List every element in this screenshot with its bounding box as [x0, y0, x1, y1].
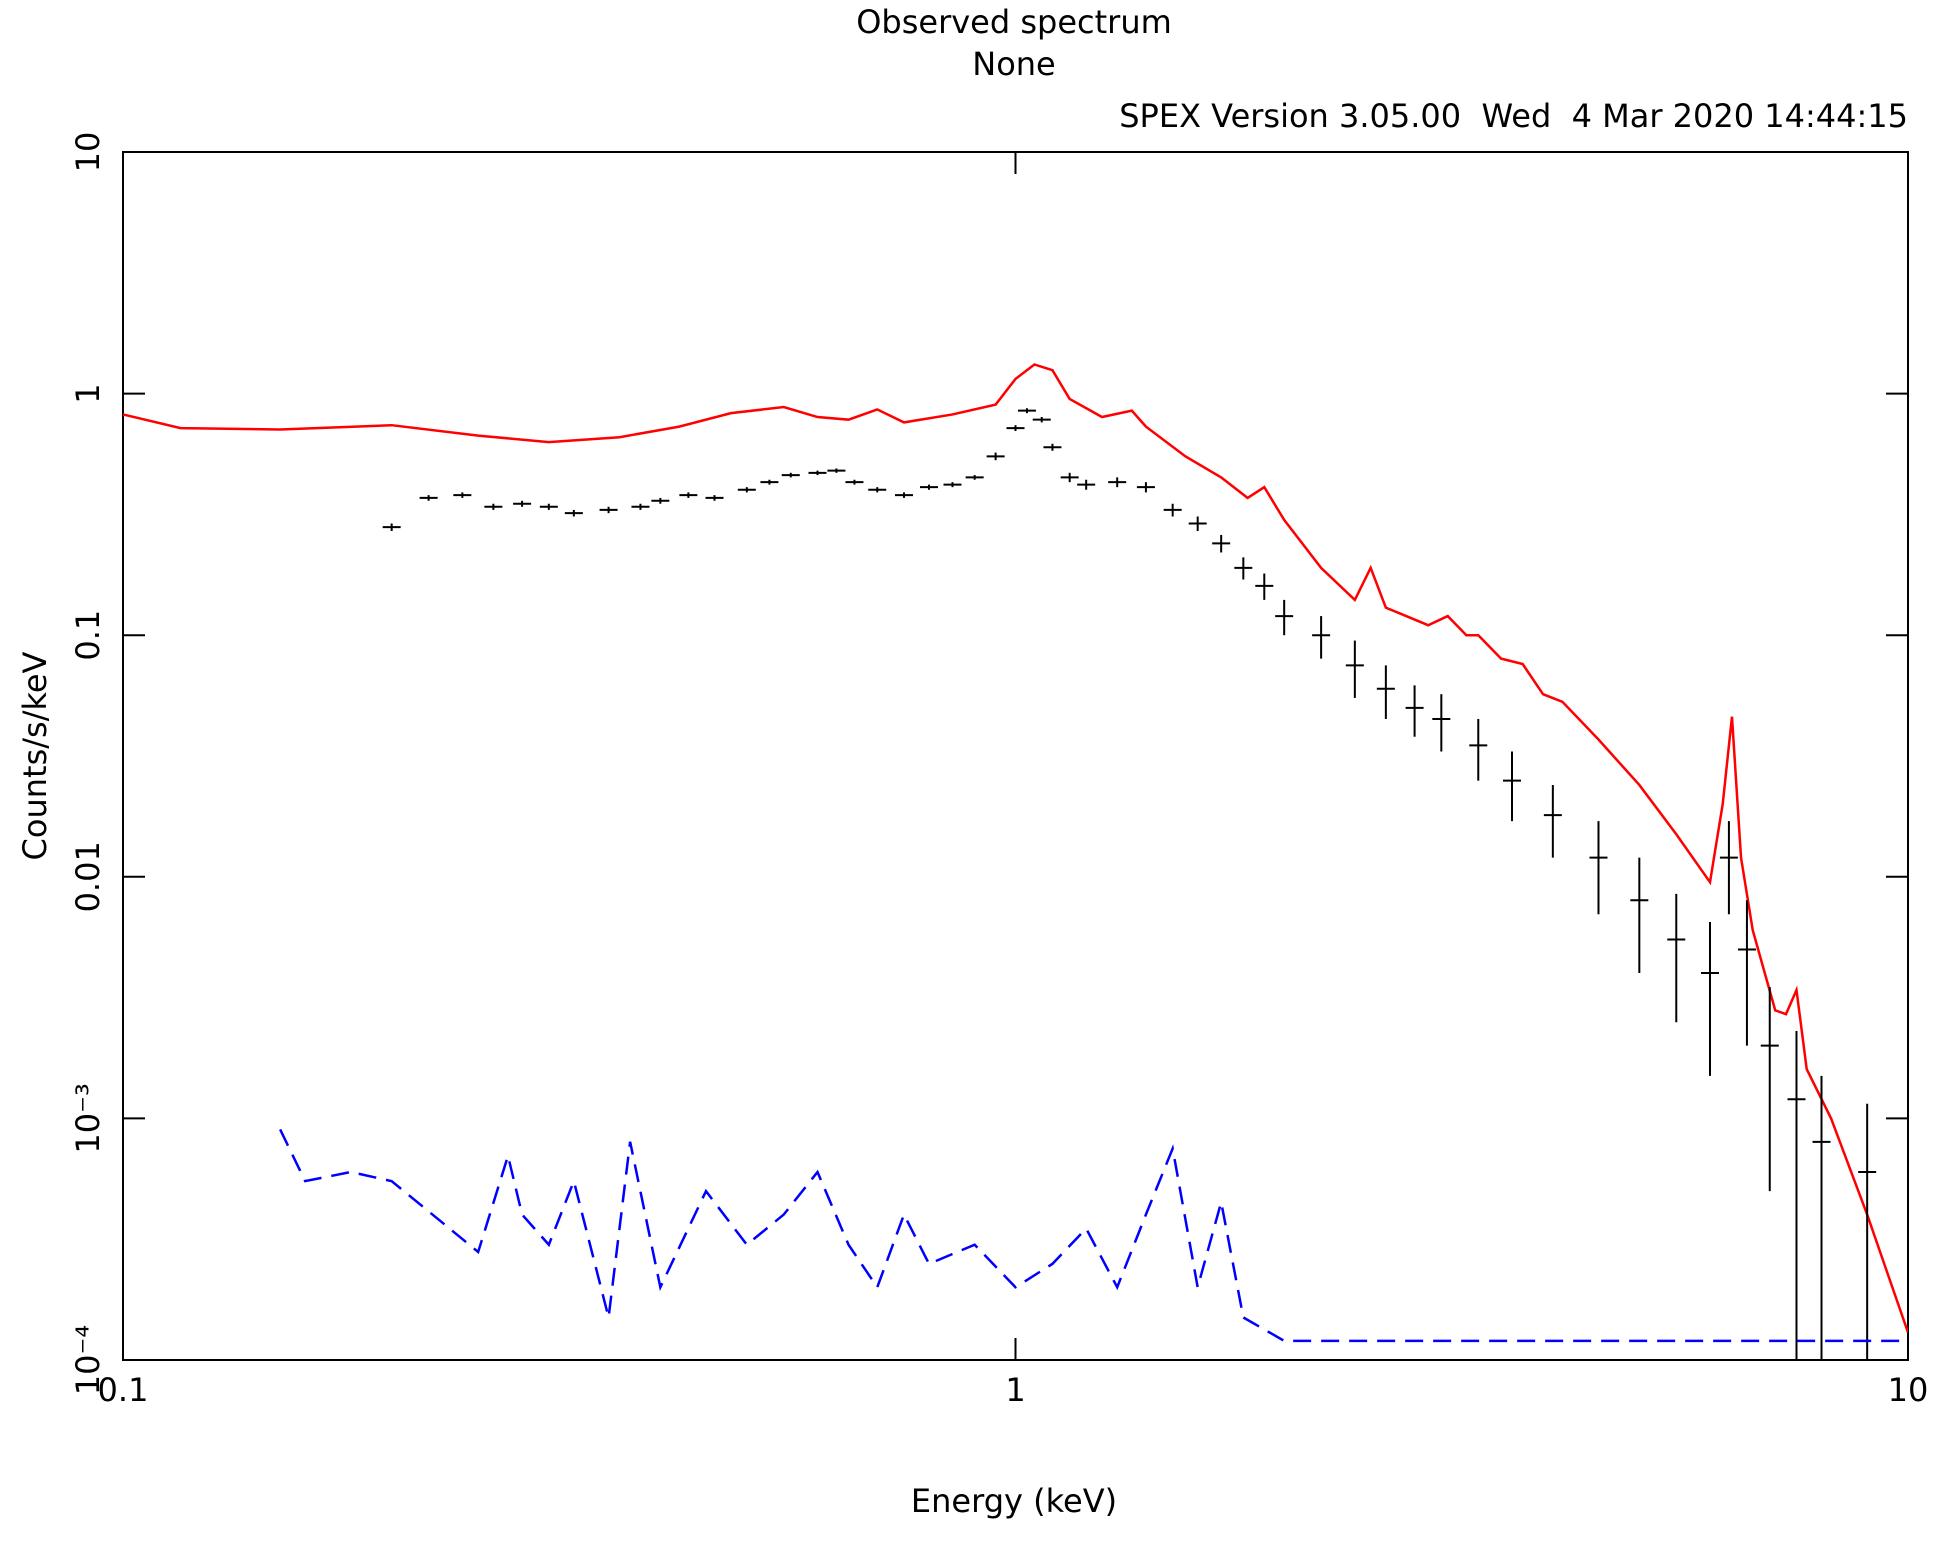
x-tick-label: 1: [1005, 1371, 1025, 1409]
plot-area: [123, 363, 1908, 1360]
background-line: [279, 1128, 1908, 1343]
chart-title: Observed spectrum: [856, 3, 1172, 41]
x-tick-label: 0.1: [98, 1371, 149, 1409]
y-tick-label: 0.1: [69, 610, 107, 661]
model-line: [123, 363, 1908, 1333]
y-tick-label: 10⁻⁴: [69, 1325, 107, 1395]
plot-frame: [122, 151, 1909, 1361]
x-axis-label: Energy (keV): [911, 1482, 1117, 1520]
y-tick-label: 1: [69, 383, 107, 403]
y-tick-label: 10: [69, 132, 107, 173]
chart-subtitle: None: [972, 45, 1055, 83]
y-axis-label: Counts/s/keV: [16, 651, 54, 860]
y-tick-label: 10⁻³: [69, 1083, 107, 1153]
x-tick-label: 10: [1888, 1371, 1929, 1409]
y-tick-label: 0.01: [69, 841, 107, 912]
version-annotation: SPEX Version 3.05.00 Wed 4 Mar 2020 14:4…: [1119, 97, 1908, 135]
